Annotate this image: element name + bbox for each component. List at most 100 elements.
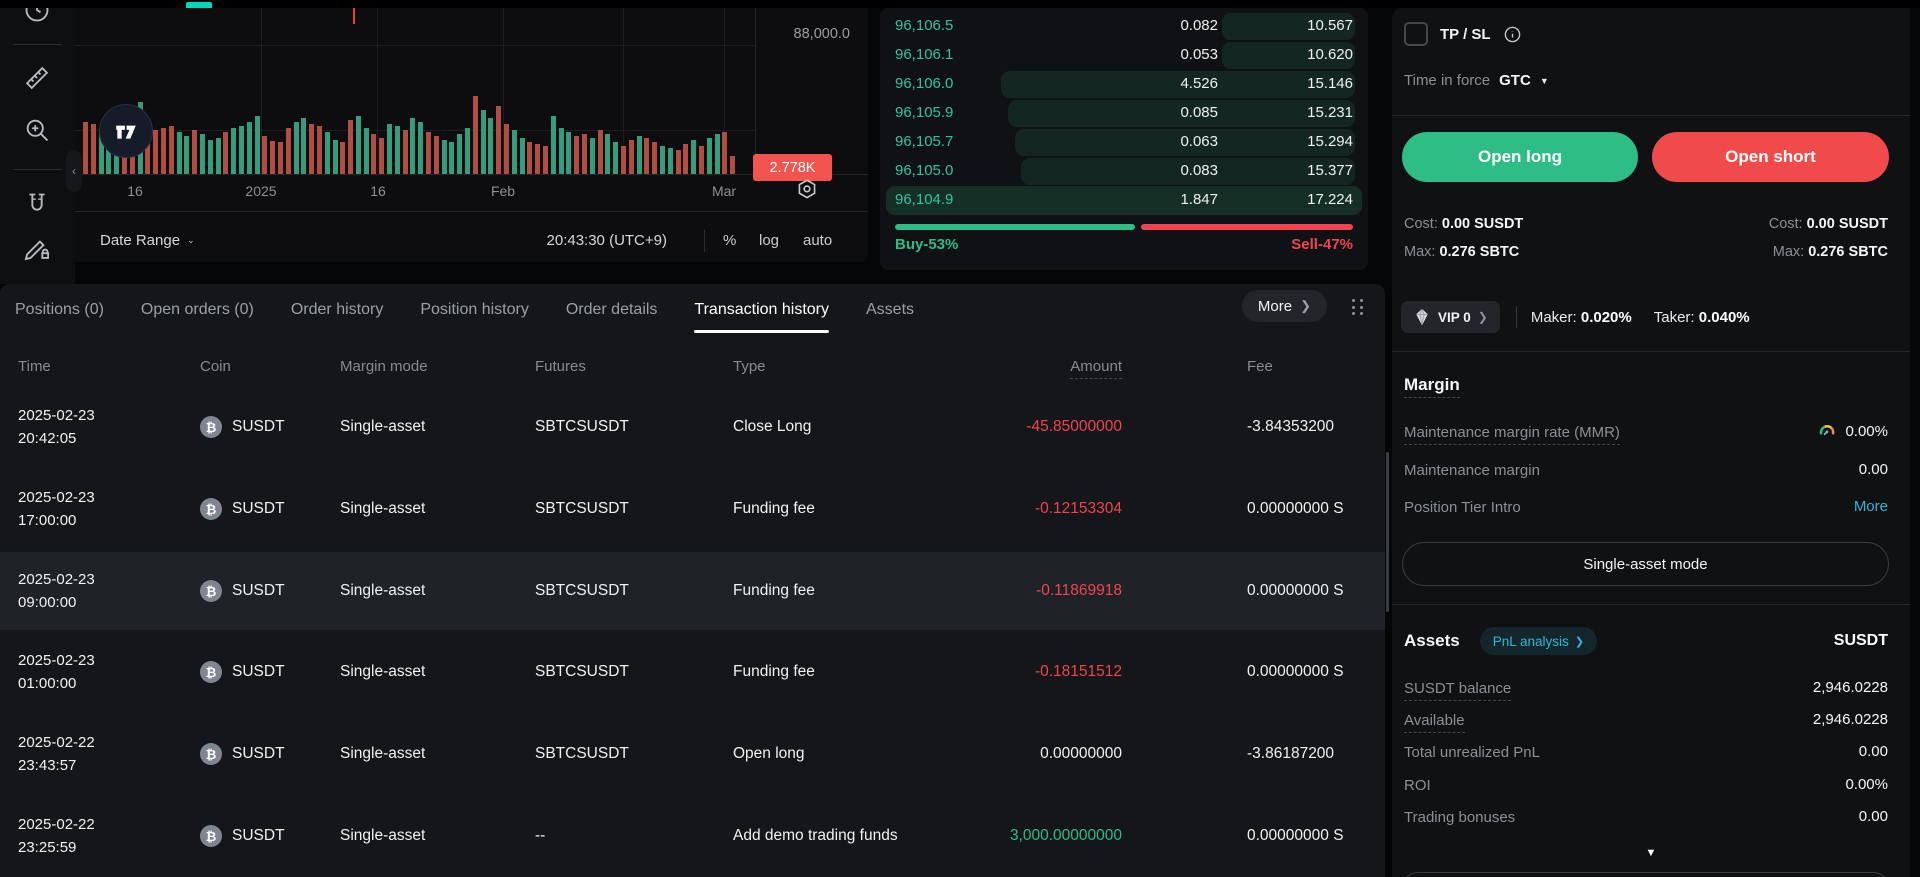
tab-positions-0[interactable]: Positions (0): [15, 301, 104, 318]
volume-bar: [332, 140, 338, 174]
orderbook-amount: 0.082: [1180, 17, 1218, 34]
tab-order-history[interactable]: Order history: [290, 301, 384, 318]
volume-bar: [309, 124, 315, 174]
tab-open-orders-0[interactable]: Open orders (0): [140, 301, 254, 318]
tab-position-history[interactable]: Position history: [420, 301, 529, 318]
orderbook-amount: 4.526: [1180, 75, 1218, 92]
volume-bar: [480, 110, 486, 174]
mmr-row: Maintenance margin rate (MMR) 0.00%: [1404, 423, 1888, 445]
cell-amount: -0.18151512: [1034, 663, 1122, 680]
tx-time: 20:42:05: [18, 430, 77, 447]
time-axis-label: Mar: [711, 183, 737, 199]
footer-divider: [704, 230, 705, 252]
chart-toolbar: [0, 8, 75, 284]
transaction-row[interactable]: 2025-02-23 01:00:00 ₿ SUSDT Single-asset SBTC…: [0, 633, 1385, 711]
time-axis-label: 16: [370, 183, 386, 199]
percent-scale-button[interactable]: %: [723, 231, 737, 249]
tpsl-checkbox[interactable]: [1404, 22, 1428, 46]
vip-badge[interactable]: VIP 0 ❯: [1401, 301, 1500, 333]
tradingview-logo[interactable]: [99, 104, 153, 158]
positions-panel: Positions (0) Open orders (0) Order histor…: [0, 284, 1385, 877]
volume-bar: [628, 140, 634, 174]
asset-bonuses-row: Trading bonuses 0.00: [1404, 808, 1888, 830]
cell-coin: ₿ SUSDT: [200, 416, 340, 438]
cell-amount: -45.85000000: [1026, 418, 1122, 435]
zoom-in-icon[interactable]: [23, 116, 51, 144]
orderbook-total: 15.294: [1307, 133, 1353, 150]
collapse-toolbar-handle[interactable]: ‹: [66, 150, 82, 192]
cell-fee: -3.86187200: [1247, 745, 1335, 762]
cell-coin: ₿ SUSDT: [200, 498, 340, 520]
orderbook-row[interactable]: 96,105.9 0.085 15.231: [880, 99, 1368, 128]
date-range-button[interactable]: Date Range ⌄: [100, 227, 195, 253]
transaction-row[interactable]: 2025-02-23 09:00:00 ₿ SUSDT Single-asset SBTC…: [0, 552, 1385, 630]
magnet-icon[interactable]: [23, 191, 51, 219]
pnl-analysis-link[interactable]: PnL analysis ❯: [1479, 627, 1598, 655]
orderbook-row[interactable]: 96,106.1 0.053 10.620: [880, 41, 1368, 70]
divider: [1392, 115, 1910, 116]
cell-time: 2025-02-23 09:00:00: [18, 568, 200, 614]
ruler-icon[interactable]: [23, 64, 51, 92]
table-header: Time Coin Margin mode Futures Type Amount Fee: [0, 354, 1385, 379]
cell-coin: ₿ SUSDT: [200, 743, 340, 765]
assets-header-row: Assets PnL analysis ❯ SUSDT: [1404, 626, 1888, 656]
draw-lock-icon[interactable]: [23, 234, 51, 262]
price-axis-label: 88,000.0: [793, 26, 850, 42]
chevron-right-icon: ❯: [1477, 310, 1488, 324]
bonuses-label: Trading bonuses: [1404, 809, 1516, 826]
time-in-force-value: GTC: [1499, 72, 1531, 89]
auto-scale-button[interactable]: auto: [803, 231, 833, 249]
position-tier-more-link[interactable]: More: [1853, 498, 1888, 515]
chart-settings-gear-icon[interactable]: [794, 177, 822, 203]
time-in-force-label: Time in force: [1404, 72, 1491, 89]
tab-order-details[interactable]: Order details: [565, 301, 658, 318]
time-in-force-row[interactable]: Time in force GTC ▼: [1404, 72, 1549, 89]
volume-bar: [207, 140, 213, 174]
log-scale-button[interactable]: log: [759, 231, 780, 249]
orderbook-row[interactable]: 96,105.0 0.083 15.377: [880, 157, 1368, 186]
tx-date: 2025-02-23: [18, 489, 95, 506]
orderbook-row[interactable]: 96,106.0 4.526 15.146: [880, 70, 1368, 99]
column-header: Fee: [1247, 357, 1273, 375]
toolbar-divider: [13, 169, 62, 170]
transaction-row[interactable]: 2025-02-22 23:43:57 ₿ SUSDT Single-asset SBTC…: [0, 715, 1385, 793]
time-axis-label: 16: [127, 183, 143, 199]
volume-bar: [488, 118, 494, 174]
open-long-button[interactable]: Open long: [1402, 132, 1638, 182]
column-header-text: Amount: [1070, 357, 1122, 379]
orderbook-row[interactable]: 96,104.9 1.847 17.224: [886, 186, 1362, 215]
price-chart[interactable]: 88,000.0 2.778K 16 2025 16 Feb Mar Date Rang…: [75, 8, 868, 262]
margin-mode-button[interactable]: Single-asset mode: [1402, 542, 1889, 586]
cell-amount: -0.12153304: [1034, 500, 1122, 517]
tab-assets[interactable]: Assets: [866, 301, 915, 318]
orderbook-row[interactable]: 96,106.5 0.082 10.567: [880, 12, 1368, 41]
volume-bar: [636, 136, 642, 174]
tpsl-label: TP / SL: [1440, 25, 1491, 43]
open-short-button[interactable]: Open short: [1652, 132, 1889, 182]
cell-time: 2025-02-23 01:00:00: [18, 649, 200, 695]
taker-value: 0.040%: [1698, 308, 1750, 326]
tx-time: 23:43:57: [18, 757, 77, 774]
transaction-row[interactable]: 2025-02-23 20:42:05 ₿ SUSDT Single-asset SBTC…: [0, 388, 1385, 466]
chart-clock[interactable]: 20:43:30 (UTC+9): [546, 231, 667, 249]
transaction-row[interactable]: 2025-02-22 23:25:59 ₿ SUSDT Single-asset -- Ad…: [0, 797, 1385, 875]
volume-bar: [270, 141, 276, 174]
scrollbar[interactable]: [1386, 452, 1389, 612]
more-tabs-button[interactable]: More ❯: [1241, 290, 1327, 322]
fee-tier-row: VIP 0 ❯ Maker: 0.020% Taker: 0.040%: [1401, 300, 1750, 334]
depth-bar: [1222, 13, 1355, 40]
volume-bar: [277, 142, 283, 174]
clock-icon[interactable]: [23, 8, 51, 24]
tab-transaction-history[interactable]: Transaction history: [694, 301, 829, 333]
transaction-row[interactable]: 2025-02-23 17:00:00 ₿ SUSDT Single-asset SBTC…: [0, 470, 1385, 548]
coin-name: SUSDT: [232, 582, 285, 599]
roi-label: ROI: [1404, 777, 1431, 794]
balance-label: SUSDT balance: [1404, 680, 1512, 701]
collapse-caret-icon[interactable]: ▼: [1645, 847, 1657, 859]
volume-bar: [613, 142, 619, 174]
volume-bar: [706, 138, 712, 174]
max-label: Max:: [1772, 244, 1805, 260]
orderbook-row[interactable]: 96,105.7 0.063 15.294: [880, 128, 1368, 157]
info-icon[interactable]: [1503, 25, 1522, 44]
drag-grid-icon[interactable]: [1352, 299, 1365, 316]
